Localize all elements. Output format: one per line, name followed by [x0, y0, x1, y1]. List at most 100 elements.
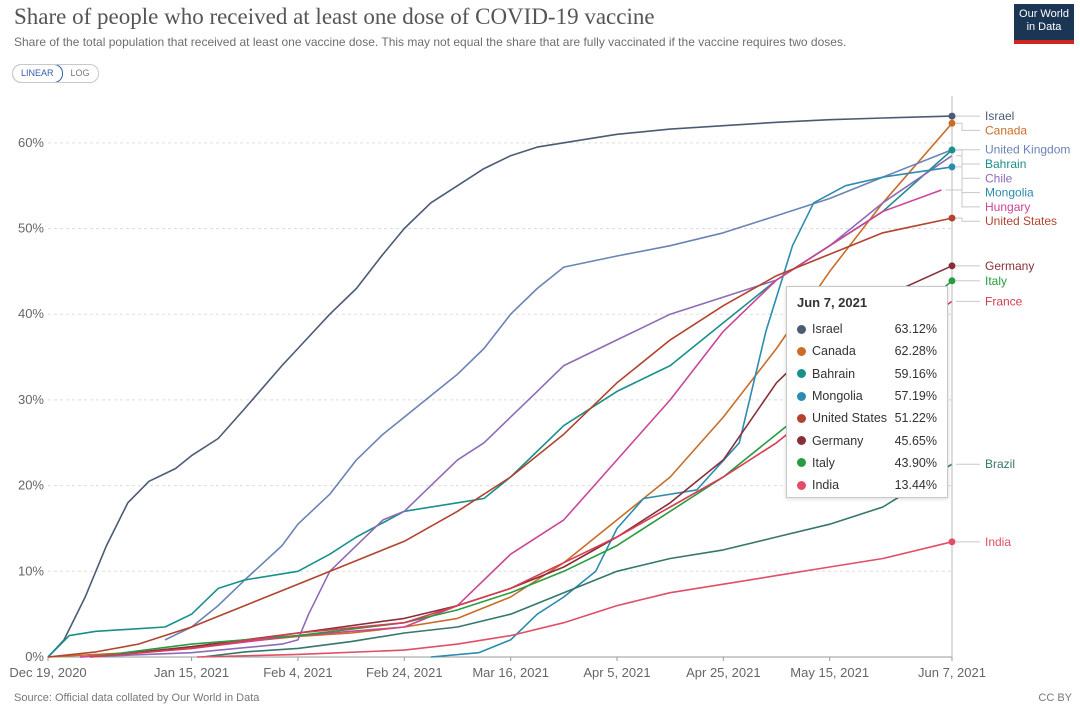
series-line-india[interactable] — [196, 541, 953, 658]
end-label-canada[interactable]: Canada — [985, 123, 1027, 137]
series-line-brazil[interactable] — [202, 463, 953, 658]
tooltip-value: 59.16% — [894, 366, 937, 381]
x-axis-ticks: Dec 19, 2020 Jan 15, 2021 Feb 4, 2021 Feb 2… — [9, 657, 986, 680]
tooltip-row: Germany 45.65% — [797, 429, 937, 451]
tooltip-value: 43.90% — [894, 455, 937, 470]
tooltip-value: 63.12% — [894, 322, 937, 337]
tooltip-rows: Israel 63.12% Canada 62.28% Bahrain 59.16% Mon… — [797, 318, 937, 496]
end-label-italy[interactable]: Italy — [985, 274, 1007, 288]
tooltip-country: Italy — [812, 455, 835, 470]
tooltip-value: 45.65% — [894, 433, 937, 448]
x-tick-label: Jun 7, 2021 — [918, 665, 986, 680]
series-line-united-states[interactable] — [47, 217, 953, 658]
end-marker-italy[interactable] — [948, 277, 956, 285]
tooltip-country: Germany — [812, 433, 864, 448]
end-label-united-states[interactable]: United States — [985, 214, 1057, 228]
log-scale-button[interactable]: LOG — [70, 68, 90, 78]
y-tick-label: 40% — [18, 306, 44, 321]
y-axis-ticks: 0% 10% 20% 30% 40% 50% 60% — [18, 135, 44, 664]
end-markers — [948, 112, 956, 546]
hover-tooltip: Jun 7, 2021 Israel 63.12% Canada 62.28% Bahr… — [786, 286, 948, 498]
tooltip-swatch — [797, 436, 806, 446]
end-label-israel[interactable]: Israel — [985, 109, 1014, 123]
end-label-united-kingdom[interactable]: United Kingdom — [985, 143, 1070, 157]
end-marker-united-states[interactable] — [948, 214, 956, 222]
tooltip-swatch — [797, 391, 806, 401]
tooltip-country: Canada — [812, 344, 856, 359]
tooltip-swatch — [797, 458, 806, 468]
label-connectors — [945, 96, 980, 657]
end-label-brazil[interactable]: Brazil — [985, 457, 1015, 471]
end-label-mongolia[interactable]: Mongolia — [985, 186, 1034, 200]
tooltip-row: India 13.44% — [797, 474, 937, 496]
series-line-chile[interactable] — [79, 155, 953, 658]
tooltip-swatch — [797, 480, 806, 490]
tooltip-country: Bahrain — [812, 366, 856, 381]
series-line-united-kingdom[interactable] — [164, 148, 953, 641]
end-marker-india[interactable] — [948, 538, 956, 546]
x-tick-label: Apr 25, 2021 — [686, 665, 760, 680]
linear-scale-button[interactable]: LINEAR — [12, 65, 63, 82]
label-connector-mongolia — [956, 166, 980, 194]
tooltip-country: Mongolia — [812, 389, 863, 404]
end-label-hungary[interactable]: Hungary — [985, 200, 1030, 214]
tooltip-value: 57.19% — [894, 389, 937, 404]
tooltip-date: Jun 7, 2021 — [797, 295, 868, 310]
end-label-bahrain[interactable]: Bahrain — [985, 157, 1026, 171]
tooltip-country: United States — [812, 411, 888, 426]
license-link[interactable]: CC BY — [1038, 692, 1072, 704]
label-connector-bahrain — [956, 149, 980, 165]
label-connector-united-states — [956, 217, 980, 222]
y-tick-label: 20% — [18, 478, 44, 493]
tooltip-row: Italy 43.90% — [797, 452, 937, 474]
tooltip-swatch — [797, 413, 806, 423]
label-connector-hungary — [945, 189, 980, 208]
scale-toggle: LINEAR LOG — [12, 64, 99, 83]
end-marker-israel[interactable] — [948, 112, 956, 120]
y-tick-label: 50% — [18, 221, 44, 236]
tooltip-value: 13.44% — [894, 478, 937, 493]
y-tick-label: 0% — [25, 649, 44, 664]
end-label-germany[interactable]: Germany — [985, 259, 1034, 273]
tooltip-row: Israel 63.12% — [797, 318, 937, 340]
logo-line-1: Our World — [1019, 8, 1069, 20]
end-marker-bahrain[interactable] — [948, 146, 956, 154]
series-line-mongolia[interactable] — [430, 166, 953, 658]
x-tick-label: Mar 16, 2021 — [472, 665, 549, 680]
chart-title: Share of people who received at least on… — [14, 4, 655, 29]
tooltip-country: Israel — [812, 322, 843, 337]
label-connector-canada — [956, 122, 980, 131]
x-tick-label: Apr 5, 2021 — [583, 665, 650, 680]
x-tick-label: May 15, 2021 — [790, 665, 869, 680]
tooltip-country: India — [812, 478, 840, 493]
logo-line-2: in Data — [1026, 21, 1062, 33]
chart-subtitle: Share of the total population that recei… — [14, 35, 847, 49]
x-tick-label: Feb 4, 2021 — [263, 665, 332, 680]
x-tick-label: Dec 19, 2020 — [9, 665, 86, 680]
end-marker-germany[interactable] — [948, 262, 956, 270]
end-marker-canada[interactable] — [948, 119, 956, 127]
tooltip-row: Bahrain 59.16% — [797, 363, 937, 385]
x-tick-label: Jan 15, 2021 — [154, 665, 229, 680]
tooltip-swatch — [797, 346, 806, 356]
x-tick-label: Feb 24, 2021 — [366, 665, 443, 680]
owid-logo[interactable]: Our World in Data — [1014, 4, 1074, 44]
tooltip-value: 51.22% — [894, 411, 937, 426]
tooltip-row: Mongolia 57.19% — [797, 385, 937, 407]
y-tick-label: 30% — [18, 392, 44, 407]
end-label-india[interactable]: India — [985, 535, 1011, 549]
tooltip-swatch — [797, 324, 806, 334]
tooltip-value: 62.28% — [894, 344, 937, 359]
series-line-israel[interactable] — [47, 115, 953, 658]
tooltip-row: Canada 62.28% — [797, 340, 937, 362]
y-tick-label: 60% — [18, 135, 44, 150]
end-marker-mongolia[interactable] — [948, 163, 956, 171]
tooltip-swatch — [797, 369, 806, 379]
y-tick-label: 10% — [18, 563, 44, 578]
end-label-chile[interactable]: Chile — [985, 171, 1013, 185]
source-note: Source: Official data collated by Our Wo… — [14, 692, 260, 704]
end-label-france[interactable]: France — [985, 294, 1023, 308]
tooltip-row: United States 51.22% — [797, 407, 937, 429]
